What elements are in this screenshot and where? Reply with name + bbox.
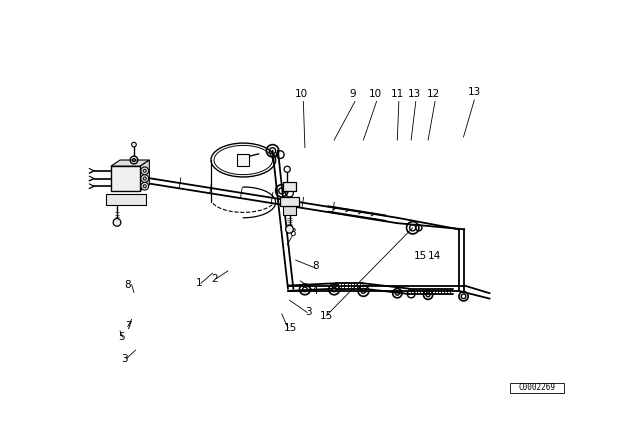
Circle shape	[113, 219, 121, 226]
Text: C0002269: C0002269	[518, 383, 555, 392]
Text: 15: 15	[320, 310, 333, 321]
Bar	[111, 166, 140, 191]
Bar	[280, 197, 299, 206]
Bar	[106, 194, 147, 205]
Text: 8: 8	[289, 228, 296, 238]
Text: 10: 10	[369, 89, 381, 99]
Bar	[509, 383, 564, 392]
Circle shape	[143, 177, 147, 180]
Text: 7: 7	[125, 321, 131, 332]
Text: 13: 13	[408, 89, 421, 99]
Text: 8: 8	[125, 280, 131, 290]
Text: 3: 3	[305, 307, 312, 318]
Circle shape	[143, 185, 147, 188]
Circle shape	[141, 167, 148, 175]
Circle shape	[141, 175, 148, 182]
Text: 15: 15	[284, 323, 296, 333]
Text: 12: 12	[427, 89, 440, 99]
Circle shape	[285, 225, 293, 233]
Bar	[237, 154, 250, 166]
Circle shape	[284, 166, 291, 172]
Polygon shape	[140, 160, 149, 191]
Text: 10: 10	[294, 89, 308, 99]
Bar	[284, 206, 296, 215]
Polygon shape	[111, 160, 149, 166]
Text: 9: 9	[349, 89, 356, 99]
Circle shape	[132, 142, 136, 147]
Text: 2: 2	[211, 274, 218, 284]
Text: 13: 13	[468, 87, 481, 97]
Text: 11: 11	[390, 89, 404, 99]
Bar	[284, 181, 296, 191]
Circle shape	[143, 169, 147, 172]
Text: 14: 14	[428, 250, 442, 260]
Text: 3: 3	[122, 353, 128, 364]
Text: 15: 15	[414, 250, 428, 260]
Text: 1: 1	[196, 278, 202, 288]
Text: 5: 5	[118, 332, 125, 342]
Text: 4: 4	[311, 286, 317, 296]
Circle shape	[141, 182, 148, 190]
Text: 8: 8	[312, 261, 319, 271]
